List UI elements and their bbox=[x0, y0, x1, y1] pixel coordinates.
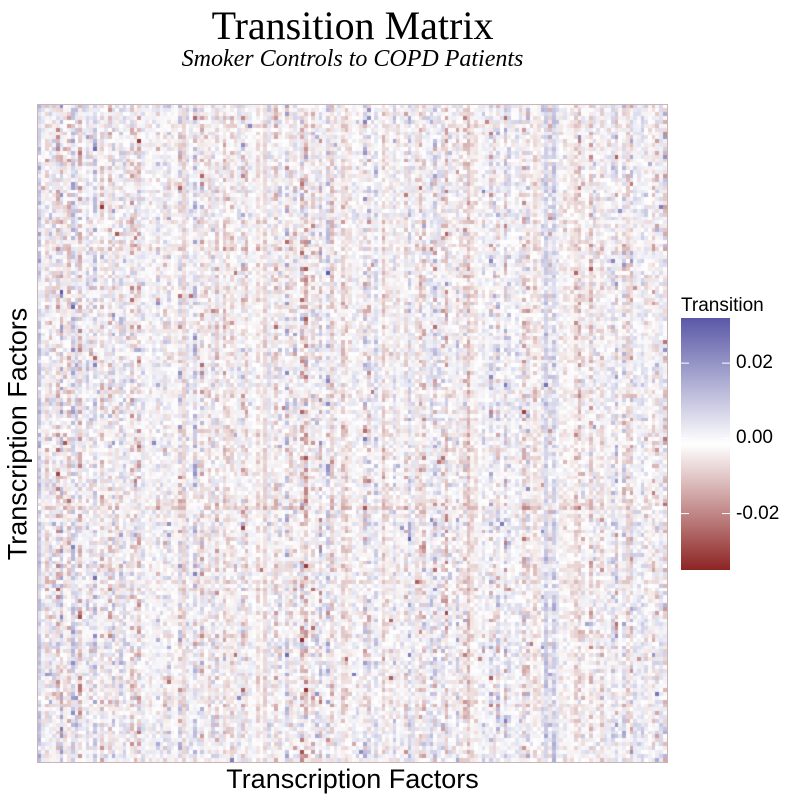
legend-label-low: -0.02 bbox=[736, 502, 780, 524]
heatmap-cells bbox=[38, 105, 667, 762]
legend-title: Transition bbox=[681, 295, 764, 316]
legend-gradient bbox=[681, 318, 730, 570]
y-axis-label: Transcription Factors bbox=[2, 307, 33, 561]
legend-colorbar bbox=[681, 318, 730, 570]
legend-label-high: 0.02 bbox=[736, 352, 773, 374]
chart-subtitle: Smoker Controls to COPD Patients bbox=[181, 46, 524, 72]
chart-title: Transition Matrix bbox=[211, 3, 494, 48]
heatmap-panel bbox=[37, 104, 668, 763]
x-axis-label: Transcription Factors bbox=[226, 764, 479, 794]
legend-colorbar-svg bbox=[681, 318, 730, 570]
legend-label-zero: 0.00 bbox=[736, 427, 773, 449]
